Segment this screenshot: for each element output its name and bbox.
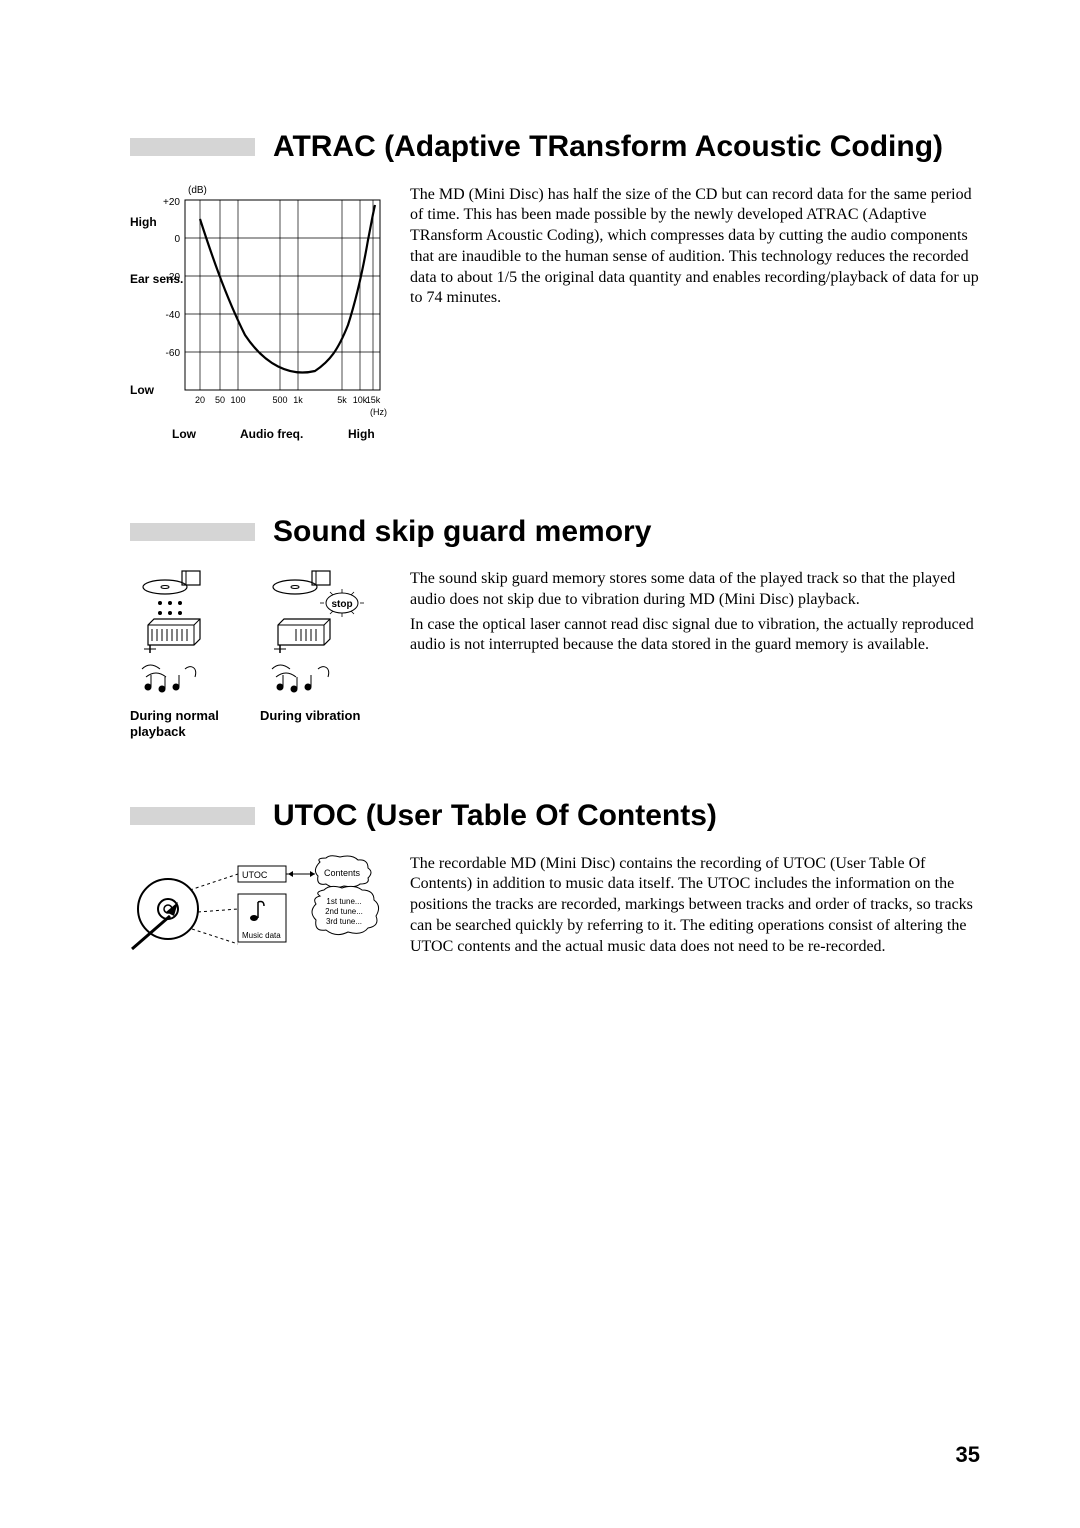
- music-data-label: Music data: [242, 931, 281, 940]
- x-label-mid: Audio freq.: [240, 427, 303, 441]
- stop-indicator: stop: [320, 589, 364, 617]
- y-label-ear: Ear sens.: [130, 273, 183, 286]
- y-label-low: Low: [130, 383, 154, 397]
- atrac-chart: (dB) High Ear sens. Low Low Audio freq. …: [130, 185, 390, 455]
- normal-playback-diagram: [130, 569, 230, 699]
- paragraph: In case the optical laser cannot read di…: [410, 615, 980, 657]
- skip-figures: During normal playback stop: [130, 569, 390, 739]
- ytick: -40: [166, 310, 181, 321]
- y-label-high: High: [130, 215, 157, 229]
- section-marker-bar: [130, 807, 255, 825]
- chart-svg: +20 0 -20 -40 -60 20 50 100 500 1k 5k 10…: [130, 185, 390, 425]
- atrac-chart-figure: (dB) High Ear sens. Low Low Audio freq. …: [130, 185, 390, 455]
- contents-label: Contents: [324, 868, 361, 878]
- x-label-low: Low: [172, 427, 196, 441]
- section-header: ATRAC (Adaptive TRansform Acoustic Codin…: [130, 130, 980, 165]
- section-body: UTOC Music data Contents 1: [130, 854, 980, 977]
- section-header: Sound skip guard memory: [130, 515, 980, 550]
- ytick: -60: [166, 348, 181, 359]
- xtick: 5k: [337, 395, 347, 405]
- utoc-body-text: The recordable MD (Mini Disc) contains t…: [410, 854, 980, 977]
- section-body: (dB) High Ear sens. Low Low Audio freq. …: [130, 185, 980, 455]
- atrac-body-text: The MD (Mini Disc) has half the size of …: [410, 185, 980, 455]
- paragraph: The sound skip guard memory stores some …: [410, 569, 980, 611]
- section-header: UTOC (User Table Of Contents): [130, 799, 980, 834]
- x-axis-unit: (Hz): [370, 407, 387, 417]
- stop-label: stop: [331, 599, 352, 610]
- section-title: Sound skip guard memory: [273, 515, 651, 550]
- section-marker-bar: [130, 523, 255, 541]
- section-body: During normal playback stop: [130, 569, 980, 739]
- section-title: ATRAC (Adaptive TRansform Acoustic Codin…: [273, 130, 943, 165]
- ytick: 0: [174, 234, 180, 245]
- x-label-high: High: [348, 427, 375, 441]
- section-skip-guard: Sound skip guard memory: [130, 515, 980, 740]
- tune-label: 2nd tune...: [325, 907, 363, 916]
- paragraph: The recordable MD (Mini Disc) contains t…: [410, 854, 980, 958]
- xtick: 15k: [366, 395, 381, 405]
- page-number: 35: [956, 1442, 980, 1468]
- section-title: UTOC (User Table Of Contents): [273, 799, 717, 834]
- tune-label: 1st tune...: [326, 897, 361, 906]
- xtick: 20: [195, 395, 205, 405]
- skip-body-text: The sound skip guard memory stores some …: [410, 569, 980, 739]
- utoc-diagram: UTOC Music data Contents 1: [130, 854, 390, 974]
- utoc-figure: UTOC Music data Contents 1: [130, 854, 390, 977]
- paragraph: The MD (Mini Disc) has half the size of …: [410, 185, 980, 310]
- vibration-diagram: stop: [260, 569, 370, 699]
- section-marker-bar: [130, 138, 255, 156]
- skip-fig-caption: During vibration: [260, 708, 370, 724]
- xtick: 50: [215, 395, 225, 405]
- skip-fig-normal: During normal playback: [130, 569, 240, 739]
- section-atrac: ATRAC (Adaptive TRansform Acoustic Codin…: [130, 130, 980, 455]
- skip-fig-vibration: stop: [260, 569, 370, 739]
- xtick: 1k: [293, 395, 303, 405]
- xtick: 100: [230, 395, 245, 405]
- xtick: 500: [272, 395, 287, 405]
- skip-figure-col: During normal playback stop: [130, 569, 390, 739]
- section-utoc: UTOC (User Table Of Contents) UTOC: [130, 799, 980, 977]
- skip-fig-caption: During normal playback: [130, 708, 240, 739]
- y-axis-unit: (dB): [188, 185, 207, 196]
- utoc-box-label: UTOC: [242, 870, 268, 880]
- tune-label: 3rd tune...: [326, 917, 362, 926]
- ytick: +20: [163, 197, 180, 208]
